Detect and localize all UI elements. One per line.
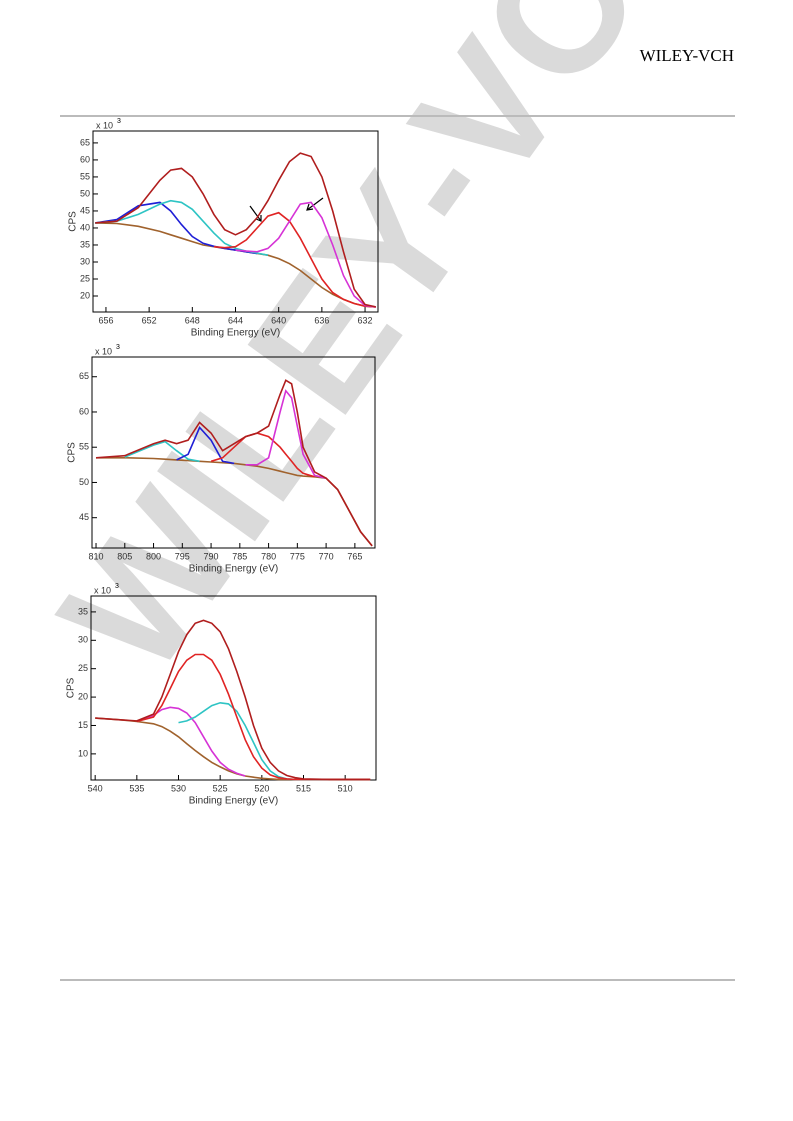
x-tick-label: 636 <box>314 315 329 325</box>
y-tick-label: 20 <box>78 691 88 701</box>
spectrum-curve <box>136 706 246 777</box>
y-tick-label: 45 <box>79 512 89 522</box>
y-tick-label: 30 <box>78 635 88 645</box>
x-axis-label: Binding Energy (eV) <box>189 796 279 807</box>
plot-frame <box>91 356 376 549</box>
x-tick-label: 785 <box>232 551 247 561</box>
spectrum-curve <box>95 201 258 255</box>
x-tick-label: 525 <box>213 783 228 793</box>
spectrum-curve <box>95 152 376 308</box>
y-tick-label: 45 <box>80 205 90 215</box>
x-tick-label: 775 <box>290 551 305 561</box>
y-axis-label: CPS <box>68 211 79 232</box>
spectrum-curve <box>95 379 373 547</box>
y-scale-base: x 10 <box>95 346 112 356</box>
x-tick-label: 652 <box>142 315 157 325</box>
y-scale-exponent: 3 <box>116 344 120 351</box>
y-scale-exponent: 3 <box>115 583 119 590</box>
spectrum-curve <box>210 432 315 478</box>
y-axis-label: CPS <box>66 677 77 698</box>
y-tick-label: 60 <box>79 406 89 416</box>
x-tick-label: 805 <box>117 551 132 561</box>
x-tick-label: 795 <box>175 551 190 561</box>
x-tick-label: 810 <box>89 551 104 561</box>
y-tick-label: 65 <box>80 137 90 147</box>
x-tick-label: 644 <box>228 315 243 325</box>
x-tick-label: 510 <box>338 783 353 793</box>
x-tick-label: 520 <box>254 783 269 793</box>
y-tick-label: 35 <box>78 606 88 616</box>
spectrum-curve <box>124 440 200 463</box>
x-tick-label: 765 <box>347 551 362 561</box>
y-scale-base: x 10 <box>96 120 113 130</box>
y-tick-label: 55 <box>80 171 90 181</box>
y-tick-label: 15 <box>78 720 88 730</box>
y-scale-exponent: 3 <box>117 118 121 125</box>
y-axis-label: CPS <box>67 442 78 463</box>
y-tick-label: 25 <box>78 663 88 673</box>
y-tick-label: 30 <box>80 256 90 266</box>
y-tick-label: 10 <box>78 748 88 758</box>
plot-frame <box>90 595 377 781</box>
y-tick-label: 25 <box>80 273 90 283</box>
x-tick-label: 632 <box>358 315 373 325</box>
spectrum-curve <box>245 389 327 479</box>
spectrum-curve <box>178 701 329 781</box>
x-axis-label: Binding Energy (eV) <box>191 328 281 339</box>
y-tick-label: 35 <box>80 239 90 249</box>
spectrum-curve <box>136 653 371 781</box>
spectrum-curve <box>176 426 235 465</box>
y-tick-label: 60 <box>80 154 90 164</box>
y-tick-label: 40 <box>80 222 90 232</box>
x-tick-label: 535 <box>129 783 144 793</box>
x-tick-label: 656 <box>98 315 113 325</box>
x-tick-label: 780 <box>261 551 276 561</box>
y-scale-base: x 10 <box>94 585 111 595</box>
watermark: WILEY-VCH <box>24 0 749 707</box>
spectrum-curve <box>213 211 376 308</box>
y-tick-label: 55 <box>79 442 89 452</box>
x-tick-label: 790 <box>204 551 219 561</box>
x-tick-label: 648 <box>185 315 200 325</box>
publisher-logo: WILEY-VCH <box>640 46 734 65</box>
y-tick-label: 50 <box>79 477 89 487</box>
x-tick-label: 640 <box>271 315 286 325</box>
x-tick-label: 530 <box>171 783 186 793</box>
spectrum-curve <box>235 201 376 308</box>
x-tick-label: 515 <box>296 783 311 793</box>
spectrum-curve <box>95 199 269 256</box>
peak-arrows <box>249 197 324 222</box>
spectrum-curve <box>95 717 371 781</box>
x-tick-label: 800 <box>146 551 161 561</box>
y-tick-label: 20 <box>80 290 90 300</box>
spectrum-curve <box>95 619 371 781</box>
y-tick-label: 65 <box>79 371 89 381</box>
x-tick-label: 540 <box>88 783 103 793</box>
y-tick-label: 50 <box>80 188 90 198</box>
x-tick-label: 770 <box>319 551 334 561</box>
x-axis-label: Binding Energy (eV) <box>189 564 279 575</box>
